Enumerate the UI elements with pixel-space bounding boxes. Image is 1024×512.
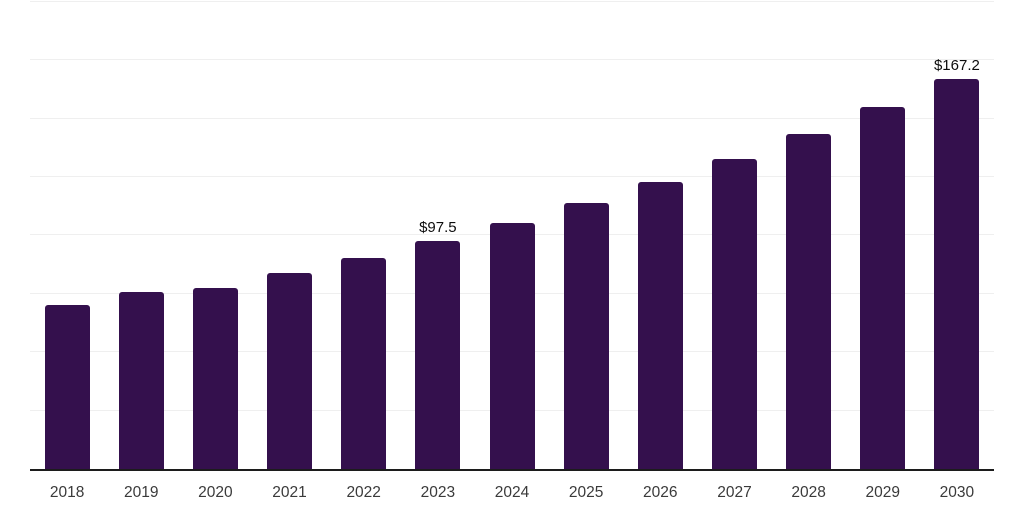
bar-value-label-2030: $167.2 (933, 57, 980, 74)
x-tick-label-2023: 2023 (420, 484, 456, 501)
bar-2025 (563, 203, 609, 469)
x-tick-label-2029: 2029 (865, 484, 900, 501)
bar-2022 (341, 258, 387, 469)
x-tick-label-2020: 2020 (198, 484, 233, 501)
x-tick-label-2022: 2022 (346, 484, 381, 501)
bar-2027 (711, 159, 757, 469)
bar-2023 (415, 241, 461, 469)
x-tick-label-2019: 2019 (123, 484, 159, 501)
bar-2020 (192, 288, 238, 469)
x-tick-label-2026: 2026 (643, 484, 678, 501)
x-tick-label-2027: 2027 (717, 484, 752, 501)
bar-2030 (934, 79, 980, 469)
bar-2018 (44, 305, 90, 469)
bar-value-label-2023: $97.5 (419, 219, 457, 236)
gridline (30, 176, 994, 177)
x-tick-label-2018: 2018 (49, 484, 85, 501)
x-tick-label-2028: 2028 (791, 484, 826, 501)
x-axis-line (30, 469, 994, 471)
bar-2021 (267, 273, 313, 469)
bar-2028 (786, 134, 832, 469)
gridline (30, 59, 994, 60)
gridline (30, 1, 994, 2)
bar-2029 (860, 107, 906, 469)
x-axis: 2018 2019 2020 2021 2022 2023 2024 2025 2026 2027… (30, 483, 994, 505)
bar-2024 (489, 223, 535, 469)
x-tick-label-2025: 2025 (568, 484, 604, 501)
x-tick-label-2024: 2024 (494, 484, 530, 501)
bar-2019 (118, 292, 164, 469)
plot-area: $97.5 $167.2 (30, 1, 994, 469)
x-tick-label-2021: 2021 (272, 484, 307, 501)
bar-2026 (637, 182, 683, 469)
x-tick-label-2030: 2030 (939, 484, 975, 501)
gridline (30, 118, 994, 119)
